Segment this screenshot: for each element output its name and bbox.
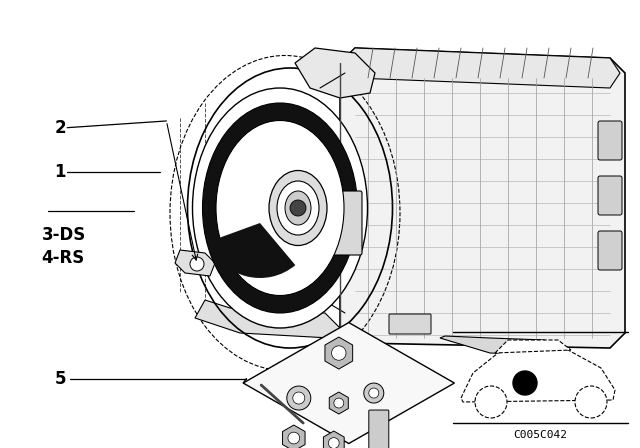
- FancyBboxPatch shape: [598, 231, 622, 270]
- Ellipse shape: [216, 121, 344, 296]
- Text: C005C042: C005C042: [513, 430, 568, 440]
- Polygon shape: [295, 48, 375, 98]
- Circle shape: [287, 386, 311, 410]
- Text: 5: 5: [54, 370, 66, 388]
- Polygon shape: [329, 392, 348, 414]
- Circle shape: [190, 257, 204, 271]
- Wedge shape: [208, 223, 295, 278]
- Polygon shape: [175, 250, 215, 276]
- Circle shape: [364, 383, 384, 403]
- Circle shape: [290, 200, 306, 216]
- Polygon shape: [340, 48, 620, 88]
- FancyBboxPatch shape: [369, 410, 389, 448]
- Text: 2: 2: [54, 119, 66, 137]
- Polygon shape: [340, 48, 625, 348]
- Polygon shape: [440, 336, 545, 355]
- Ellipse shape: [193, 88, 367, 328]
- Circle shape: [475, 386, 507, 418]
- Text: 1: 1: [54, 164, 66, 181]
- Circle shape: [288, 432, 300, 444]
- Circle shape: [575, 386, 607, 418]
- Circle shape: [293, 392, 305, 404]
- Circle shape: [513, 371, 537, 395]
- Text: 4-RS: 4-RS: [42, 249, 85, 267]
- FancyBboxPatch shape: [333, 191, 362, 255]
- Polygon shape: [461, 346, 615, 402]
- Circle shape: [332, 346, 346, 360]
- FancyBboxPatch shape: [598, 176, 622, 215]
- Polygon shape: [323, 431, 344, 448]
- Ellipse shape: [277, 181, 319, 235]
- Polygon shape: [325, 337, 353, 369]
- FancyBboxPatch shape: [598, 121, 622, 160]
- Ellipse shape: [202, 103, 358, 313]
- Circle shape: [369, 388, 379, 398]
- FancyBboxPatch shape: [389, 314, 431, 334]
- Circle shape: [334, 398, 344, 408]
- Circle shape: [328, 438, 339, 448]
- Polygon shape: [243, 323, 454, 444]
- Text: 3-DS: 3-DS: [42, 226, 86, 244]
- Ellipse shape: [285, 191, 311, 225]
- Polygon shape: [282, 425, 305, 448]
- Polygon shape: [495, 340, 571, 353]
- Ellipse shape: [269, 171, 327, 246]
- Polygon shape: [195, 300, 340, 338]
